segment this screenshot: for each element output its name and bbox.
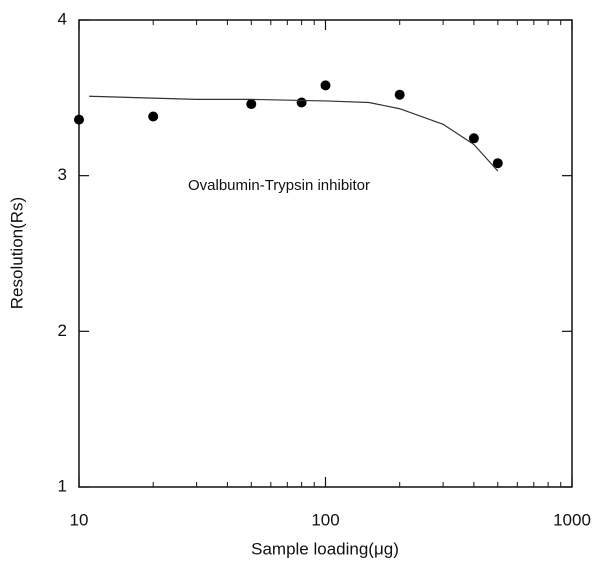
fit-line — [89, 95, 499, 172]
data-point — [468, 133, 479, 144]
data-point — [296, 97, 307, 108]
data-point — [246, 99, 257, 110]
data-point — [320, 80, 331, 91]
x-tick-label: 1000 — [553, 510, 591, 529]
x-tick-label: 100 — [311, 510, 339, 529]
data-point — [74, 114, 84, 125]
x-tick-label: 10 — [70, 510, 89, 529]
annotation: Ovalbumin-Trypsin inhibitor — [188, 177, 370, 194]
data-point — [394, 89, 405, 100]
y-tick-label: 2 — [58, 321, 67, 340]
data-point — [492, 158, 503, 169]
y-tick-label: 3 — [58, 165, 67, 184]
y-axis-label: Resolution(Rs) — [7, 197, 26, 309]
data-point — [148, 111, 159, 122]
y-tick-label: 4 — [58, 9, 67, 28]
x-axis-label: Sample loading(μg) — [251, 539, 399, 558]
y-tick-label: 1 — [58, 476, 67, 495]
